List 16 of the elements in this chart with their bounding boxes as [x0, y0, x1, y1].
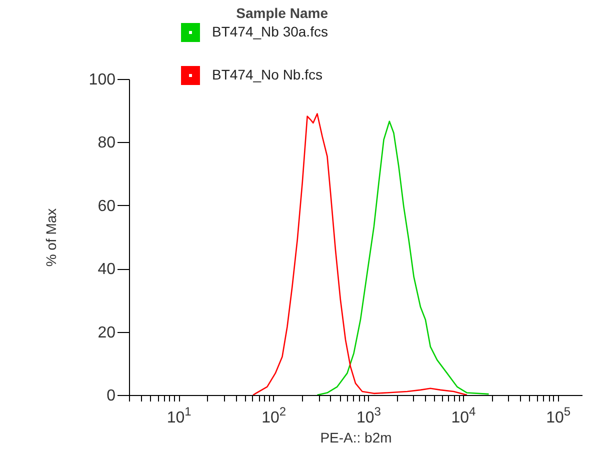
legend-title: Sample Name: [236, 5, 328, 21]
x-tick-label: 10$^{2}$: [262, 404, 286, 426]
y-axis-title: % of Max: [42, 208, 59, 267]
x-tick-label: 10$^{1}$: [166, 404, 192, 426]
legend-label: BT474_Nb 30a.fcs: [212, 24, 328, 40]
y-tick-label: 60: [98, 198, 116, 215]
x-tick-label: 10$^{4}$: [451, 404, 476, 426]
y-tick-label: 0: [106, 388, 116, 404]
x-axis-title: PE-A:: b2m: [320, 430, 392, 446]
legend-label: BT474_No Nb.fcs: [212, 66, 322, 82]
y-tick-label: 100: [88, 72, 116, 88]
x-tick-label: 10$^{5}$: [546, 404, 571, 426]
y-tick-label: 80: [98, 134, 116, 152]
y-tick-label: 20: [98, 324, 116, 342]
y-tick-label: 40: [98, 261, 116, 278]
x-tick-label: 10$^{3}$: [356, 404, 382, 426]
